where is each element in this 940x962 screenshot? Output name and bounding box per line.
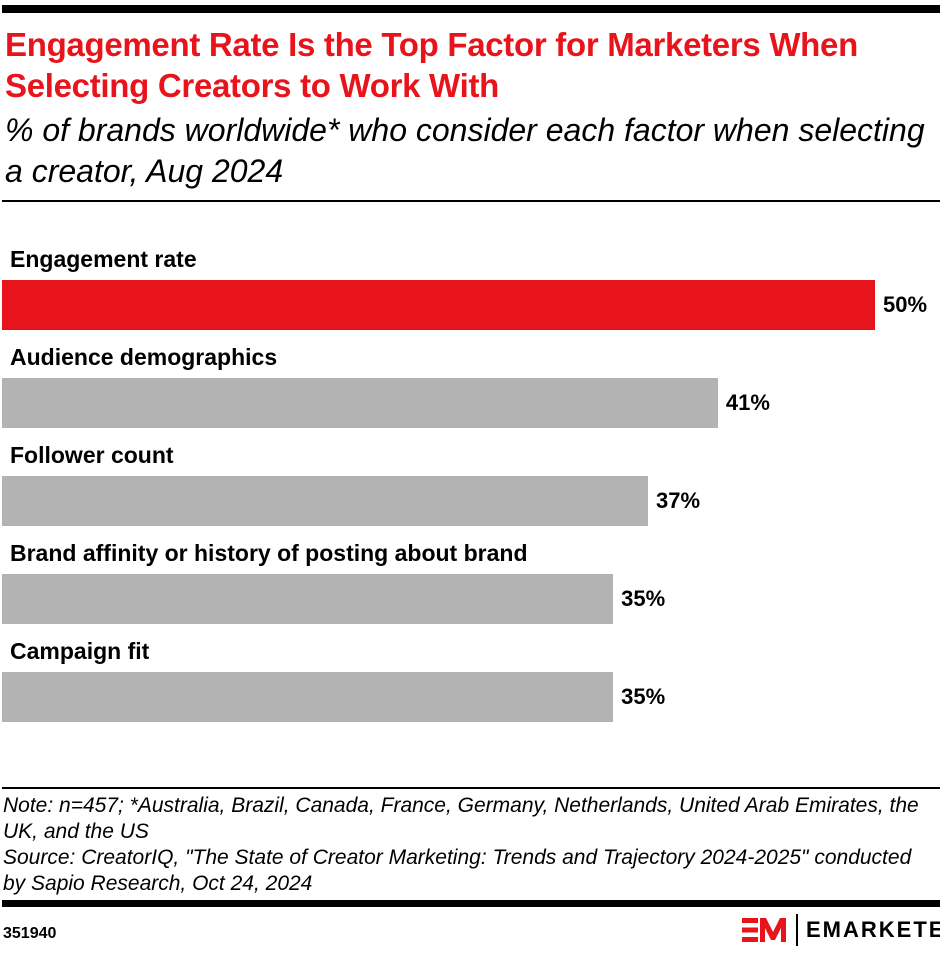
- source-text: Source: CreatorIQ, "The State of Creator…: [3, 846, 912, 895]
- chart-id: 351940: [3, 925, 57, 942]
- category-label: Audience demographics: [10, 344, 278, 370]
- data-label: 37%: [656, 488, 701, 513]
- bar: [2, 672, 614, 722]
- category-label: Engagement rate: [10, 246, 197, 272]
- bar: [2, 280, 875, 330]
- data-label: 41%: [725, 390, 770, 415]
- data-label: 35%: [621, 586, 666, 611]
- bar: [2, 378, 718, 428]
- bar: [2, 574, 614, 624]
- em-logo-icon: [742, 918, 786, 942]
- bottom-rule: [2, 900, 940, 907]
- divider: [2, 787, 940, 789]
- bar-chart: Engagement rate 50% Audience demographics 4…: [0, 240, 940, 740]
- footnote: Note: n=457; *Australia, Brazil, Canada,…: [3, 793, 933, 897]
- category-label: Campaign fit: [10, 638, 150, 664]
- bar: [2, 476, 649, 526]
- top-rule: [2, 5, 940, 13]
- brand-name: EMARKETER: [806, 917, 940, 942]
- note-text: Note: n=457; *Australia, Brazil, Canada,…: [3, 794, 919, 843]
- emarketer-logo: EMARKETER: [742, 914, 940, 946]
- chart-subtitle: % of brands worldwide* who consider each…: [5, 112, 925, 189]
- data-label: 35%: [621, 684, 666, 709]
- category-label: Follower count: [10, 442, 174, 468]
- category-label: Brand affinity or history of posting abo…: [10, 540, 528, 566]
- data-label: 50%: [883, 292, 928, 317]
- divider: [2, 200, 940, 202]
- logo-separator: [796, 914, 798, 946]
- chart-title: Engagement Rate Is the Top Factor for Ma…: [5, 26, 858, 104]
